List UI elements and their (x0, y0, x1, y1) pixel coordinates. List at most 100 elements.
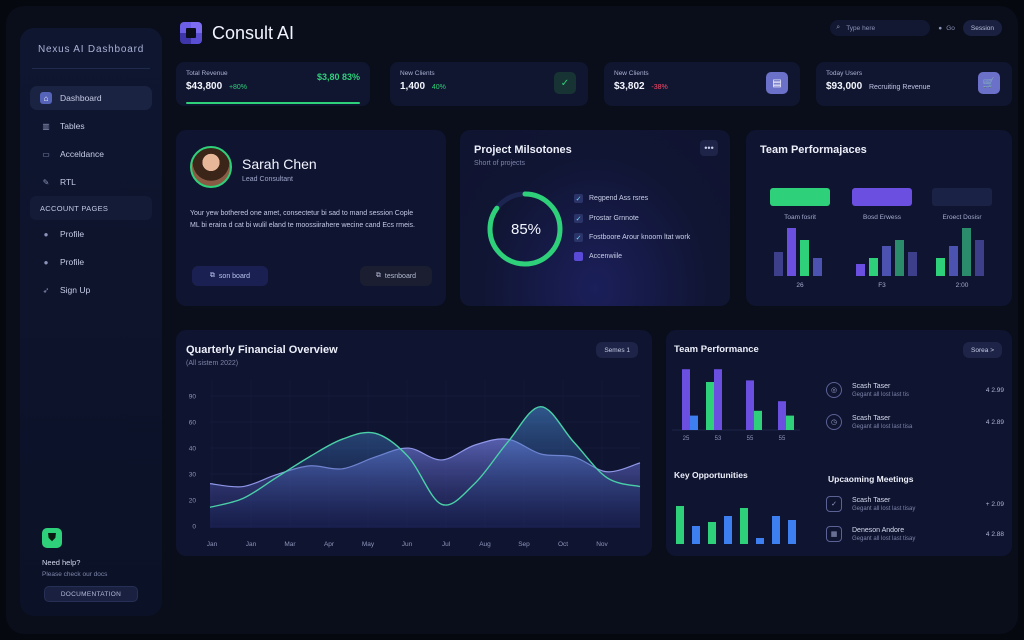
mini-bar-chart (774, 228, 984, 276)
meeting-row[interactable]: ✓ Scash Taser Gegant all lost last tisay… (826, 496, 1004, 512)
row-value: 4 2.99 (985, 386, 1004, 394)
kpi-value: $93,000 (826, 81, 863, 92)
app-title: Consult AI (212, 22, 295, 43)
kpi-value: $43,800 (186, 81, 223, 92)
row-value: 4 2.89 (985, 418, 1004, 426)
opportunity-bar (676, 506, 684, 544)
kpi-change: 40% (431, 84, 446, 91)
sidebar-item-tables[interactable]: ▥ Tables (30, 114, 152, 138)
x-tick-label: Nov (596, 541, 608, 548)
rocket-icon: ➶ (42, 285, 50, 295)
more-options-button[interactable]: ••• (700, 140, 718, 156)
team-pill-1 (770, 188, 830, 206)
sidebar-item-sign-up[interactable]: ➶ Sign Up (30, 278, 152, 302)
mini-bar (869, 258, 878, 276)
period-select-button[interactable]: Semes 1 (596, 342, 638, 358)
team-pill-3 (932, 188, 992, 206)
card-title: Team Performance (674, 344, 759, 355)
x-tick-label: Aug (479, 541, 491, 548)
milestone-label: Fostboore Arour knoom ltat work (589, 234, 691, 241)
bar-label: 25 (683, 436, 690, 442)
y-tick-label: 0 (192, 524, 196, 531)
row-value: 4 2.88 (985, 530, 1004, 538)
y-tick-label: 90 (189, 394, 197, 401)
session-button[interactable]: Session (962, 20, 1002, 36)
sidebar-item-label: Sign Up (60, 285, 91, 295)
milestone-item[interactable]: ✓ Prostar Grnnote (574, 214, 639, 223)
row-subtitle: Gegant all lost last tisay (852, 535, 916, 542)
check-icon[interactable]: ✓ (554, 72, 576, 94)
board-icon: ⧉ (375, 272, 381, 279)
sort-button[interactable]: Sorea > (963, 342, 1002, 358)
bar-green (690, 415, 698, 430)
profile-role: Lead Consultant (242, 176, 293, 183)
sidebar-item-rtl[interactable]: ✎ RTL (30, 170, 152, 194)
help-title: Need help? (42, 558, 81, 567)
x-tick-label: Oct (558, 541, 568, 548)
shield-icon: ⛊ (42, 528, 62, 548)
milestone-item[interactable]: ✓ Fostboore Arour knoom ltat work (574, 233, 690, 242)
sidebar-section-label: ACCOUNT PAGES (30, 196, 152, 220)
x-tick-label: Jun (402, 541, 413, 548)
documentation-button[interactable]: DOCUMENTATION (44, 586, 138, 602)
row-subtitle: Gegant all lost last tisa (852, 423, 913, 430)
kpi-card-clients-revenue: New Clients $3,802 -38% ▤ (604, 62, 800, 106)
checkbox-checked-icon[interactable]: ✓ (574, 214, 583, 223)
checkbox-checked-icon[interactable]: ✓ (574, 233, 583, 242)
profile-bio: Your yew bothered one amet, consectetur … (190, 210, 416, 229)
row-subtitle: Gegant all lost last tisay (852, 505, 916, 512)
bar-label: 55 (779, 436, 786, 442)
kpi-secondary-value: $3,80 83% (316, 72, 360, 82)
header-actions: ⌕ Type here ● Go Session (830, 20, 1002, 36)
checkbox-unchecked-icon[interactable]: ■ (574, 252, 583, 261)
bar-label: 55 (747, 436, 754, 442)
x-tick-label: May (362, 541, 375, 548)
mini-bar (908, 252, 917, 276)
sidebar-item-profile-2[interactable]: ● Profile (30, 250, 152, 274)
mini-bar (856, 264, 865, 276)
x-tick-label: Apr (324, 541, 335, 548)
cart-icon[interactable]: 🛒 (978, 72, 1000, 94)
card-subtitle: (All sistem 2022) (186, 360, 239, 367)
bar-purple (746, 380, 754, 430)
kpi-card-new-clients: New Clients 1,400 40% ✓ (390, 62, 588, 106)
profile-secondary-button[interactable]: ⧉ tesnboard (360, 266, 432, 286)
project-milestones-card: Project Milsotones Short of projects •••… (460, 130, 730, 306)
app-logo: Consult AI (180, 22, 294, 44)
financial-overview-card: Quarterly Financial Overview (All sistem… (176, 330, 652, 556)
opportunity-bar (740, 508, 748, 544)
y-tick-label: 30 (189, 472, 197, 479)
kpi-label: New Clients (614, 70, 649, 77)
user-icon: ● (938, 24, 943, 32)
calendar-icon: ▦ (826, 526, 842, 542)
kpi-card-revenue: Total Revenue $43,800 +80% $3,80 83% (176, 62, 370, 106)
x-tick-label: Jul (442, 541, 451, 548)
bar-purple (714, 369, 722, 430)
user-menu[interactable]: ● Go (938, 25, 955, 32)
mini-bar (813, 258, 822, 276)
row-title: Scash Taser (852, 496, 891, 504)
row-value: + 2.09 (985, 500, 1004, 508)
document-icon[interactable]: ▤ (766, 72, 788, 94)
bar-green (754, 410, 762, 430)
performance-row[interactable]: ◷ Scash Taser Gegant all lost last tisa … (826, 414, 1004, 430)
profile-primary-button[interactable]: ⧉ son board (192, 266, 268, 286)
divider (32, 68, 150, 69)
checkbox-checked-icon[interactable]: ✓ (574, 194, 583, 203)
sidebar-item-dashboard[interactable]: ⌂ Dashboard (30, 86, 152, 110)
milestone-item[interactable]: ✓ Regpend Ass rsres (574, 194, 648, 203)
sidebar-item-profile[interactable]: ● Profile (30, 222, 152, 246)
kpi-value: $3,802 (614, 81, 645, 92)
button-label: son board (218, 272, 251, 280)
bar-green (786, 415, 794, 430)
y-tick-label: 20 (189, 498, 197, 505)
sidebar-item-billing[interactable]: ▭ Acceldance (30, 142, 152, 166)
target-icon: ◎ (826, 382, 842, 398)
milestone-item[interactable]: ■ Accenwiile (574, 252, 622, 261)
meeting-row[interactable]: ▦ Deneson Andore Gegant all lost last ti… (826, 526, 1004, 542)
search-input[interactable]: ⌕ Type here (830, 20, 931, 36)
clock-icon: ◷ (826, 414, 842, 430)
sidebar-brand: Nexus AI Dashboard (37, 44, 145, 55)
card-title: Team Performajaces (760, 144, 867, 156)
performance-row[interactable]: ◎ Scash Taser Gegant all lost last tis 4… (826, 382, 1004, 398)
